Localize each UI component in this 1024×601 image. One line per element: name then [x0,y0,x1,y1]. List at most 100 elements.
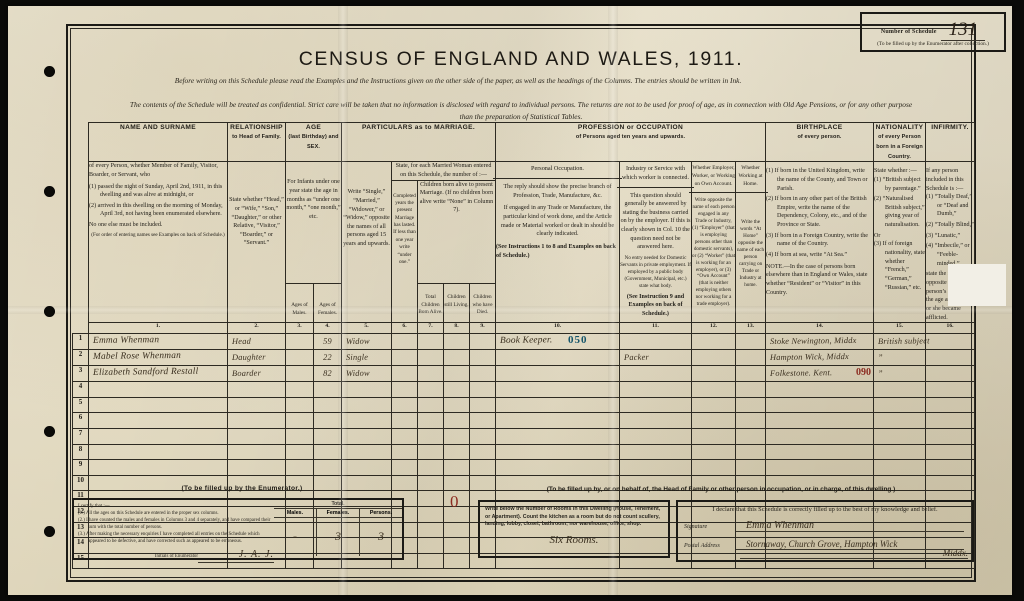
table-row: 8 [72,443,976,461]
cell-infirmity [925,427,976,445]
td-married-woman-note: State, for each Married Woman entered on… [390,161,497,181]
td-still-living-label: Children still Living. [443,283,470,324]
cell-occupation [495,412,621,429]
cell-birthplace: Folkestone. Kent. 090 [765,365,875,383]
address-value-line2: Middx. [740,548,968,559]
td-birthplace-instructions: (1) If born in the United Kingdom, write… [765,161,875,324]
declaration-box: I declare that this Schedule is correctl… [676,500,974,562]
th-birthplace-label: BIRTHPLACE [796,124,843,131]
cell-infirmity [925,381,976,398]
working-home-body: Write the words “At Home” opposite the n… [736,219,765,288]
cell-employer-value [692,397,735,398]
birthplace-item-4: (4) If born at sea, write “At Sea.” [766,252,848,259]
cell-years-married [391,349,418,367]
td-have-died-label: Children who have Died. [468,283,497,324]
infirmity-item-3: (3) “Lunatic,” [926,232,961,239]
td-nationality-instructions: State whether :— (1) “British subject by… [873,161,927,324]
cell-condition [341,427,392,445]
declaration-text: I declare that this Schedule is correctl… [712,506,938,513]
colnum-15: 15. [873,322,927,335]
cell-birthplace-value [766,459,873,460]
colnum-7: 7. [417,322,444,335]
instruction-note-confidential-2: than the preparation of Statistical Tabl… [459,112,583,121]
td-age-instructions: For Infants under one year state the age… [285,161,342,285]
punch-hole [44,66,55,77]
cell-condition-value [342,428,391,429]
totals-females-label: Females. [317,509,359,518]
cell-industry-value [620,412,691,413]
row-number: 8 [72,443,89,461]
cell-children-total [417,396,444,414]
census-rows: 1 Emma Whenman Head 59 Widow Book Keeper. 050 S… [72,333,976,570]
th-profession: PROFESSION or OCCUPATION of Persons aged… [495,121,767,163]
cell-name-value [89,443,227,445]
cell-occupation [495,349,621,367]
cell-children-died [468,459,497,476]
cell-employer [691,443,737,461]
cell-employer-value [692,382,735,383]
th-infirmity: INFIRMITY. [925,121,976,163]
cell-relationship-value [228,428,285,429]
td-age-females-label: Ages of Females. [313,283,342,324]
td-employer-worker: Whether Employer, Worker, or Working on … [689,161,739,324]
cell-industry [619,412,693,429]
cell-at-home [735,427,767,445]
cell-nationality-value [874,397,925,398]
certify-intro: I certify that :— [78,504,110,509]
cell-relationship [227,396,286,414]
cell-nationality: ” [873,365,927,383]
th-relationship: RELATIONSHIP to Head of Family. [227,121,286,163]
industry-body2: No entry needed for Domestic Servants in… [620,255,691,289]
th-particulars-marriage-label: PARTICULARS as to MARRIAGE. [362,124,475,131]
cell-nationality-value [874,475,925,476]
personal-occupation-body3: (See Instructions 1 to 8 and Examples on… [496,243,616,259]
cell-age-m [285,459,314,476]
cell-industry-value [620,459,691,460]
instruction-note-top: Before writing on this Schedule please r… [174,76,742,85]
row-number: 3 [72,365,89,383]
row-number: 4 [72,381,89,398]
totals-persons-label: Persons. [360,509,402,518]
cell-occupation [495,459,621,476]
cell-name [88,443,228,461]
cell-employer-value [692,366,735,367]
cell-children-living [443,427,470,445]
cell-age-m [285,365,314,383]
cell-name [88,458,228,476]
cell-at-home [735,443,767,461]
td-working-home: Whether Working at Home. Write the words… [733,161,769,324]
cell-children-total [417,427,444,445]
th-profession-label: PROFESSION or OCCUPATION [577,124,684,131]
cell-employer-value [692,350,735,351]
cell-children-died [468,349,497,367]
cell-relationship: Daughter [227,349,286,367]
cell-industry-value: Packer [623,352,649,363]
employer-worker-label: Whether Employer, Worker, or Working on … [689,161,739,194]
td-children-born-note: Children born alive to present Marriage.… [416,179,497,285]
infirmity-item-2: (2) “Totally Blind,” [926,222,974,229]
address-row: Postal Address Stornaway, Church Grove, H… [684,539,966,550]
totals-box: Total. Males. - Females. 3 Perso [274,500,402,558]
address-label: Postal Address [684,543,720,549]
row-number: 9 [72,459,89,476]
nationality-item-1: (1) “British subject by parentage.” [874,176,921,192]
cell-years-married [391,443,418,461]
colnum-8: 8. [443,322,470,335]
cell-infirmity-value [926,460,974,461]
certify-3: (3.) After making the necessary enquirie… [78,531,260,544]
cell-name-value [89,458,227,460]
cell-name [88,381,228,398]
infirmity-intro: If any person included in this Schedule … [926,168,964,192]
table-row: 6 [72,412,976,429]
cell-infirmity [925,459,976,476]
cell-age-f [313,459,342,476]
totals-persons-value: 3 [378,529,384,543]
cell-condition-value [342,460,391,461]
enumerator-box: I certify that :— (1.) All the ages on t… [72,498,404,563]
cell-nationality [873,381,927,398]
cell-employer [691,396,737,414]
age-females-label: Ages of Females. [318,302,337,316]
cell-age-m [285,443,314,461]
cell-condition-value [342,413,391,414]
cell-nationality: ” [873,349,927,367]
